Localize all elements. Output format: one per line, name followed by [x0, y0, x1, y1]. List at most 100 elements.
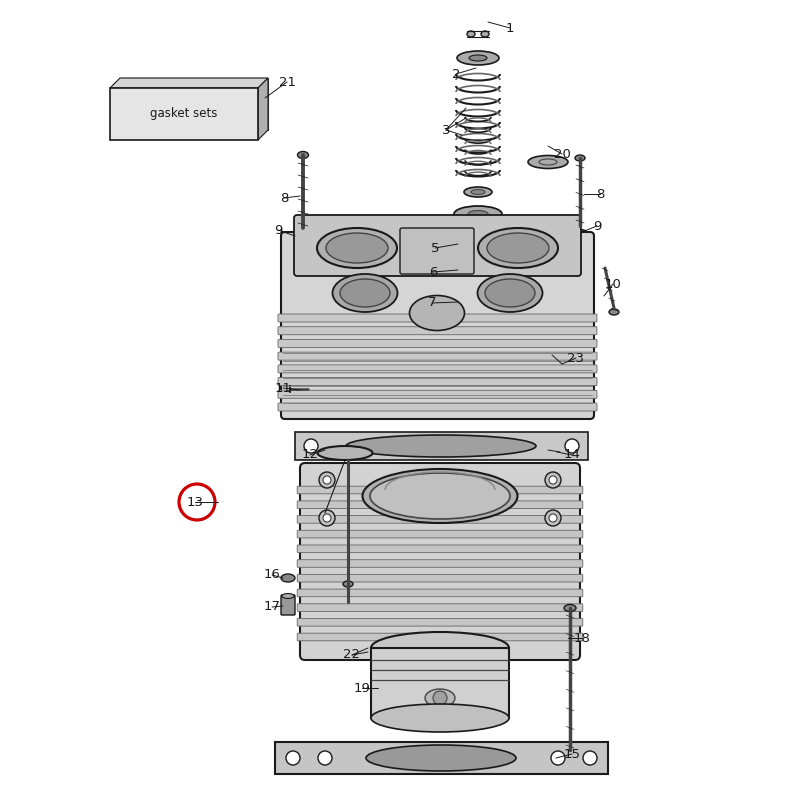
Circle shape [286, 751, 300, 765]
Ellipse shape [371, 704, 509, 732]
FancyBboxPatch shape [278, 365, 597, 373]
Ellipse shape [425, 689, 455, 707]
FancyBboxPatch shape [400, 228, 474, 274]
FancyBboxPatch shape [298, 574, 582, 582]
Ellipse shape [467, 31, 475, 37]
Ellipse shape [478, 228, 558, 268]
Ellipse shape [294, 234, 310, 242]
Ellipse shape [564, 605, 576, 611]
Ellipse shape [317, 228, 397, 268]
FancyBboxPatch shape [294, 215, 581, 276]
Text: 17: 17 [263, 601, 281, 614]
Text: 20: 20 [554, 147, 570, 161]
Ellipse shape [362, 469, 518, 523]
Circle shape [303, 384, 313, 394]
FancyBboxPatch shape [281, 232, 594, 419]
Text: 6: 6 [429, 266, 437, 278]
Text: 22: 22 [343, 649, 361, 662]
FancyBboxPatch shape [298, 589, 582, 597]
Circle shape [318, 751, 332, 765]
FancyBboxPatch shape [278, 339, 597, 347]
Text: 9: 9 [274, 223, 282, 237]
Ellipse shape [471, 190, 485, 194]
FancyBboxPatch shape [472, 229, 484, 318]
Ellipse shape [282, 594, 294, 598]
Circle shape [549, 476, 557, 484]
Ellipse shape [469, 55, 487, 61]
Text: 15: 15 [563, 747, 581, 761]
Ellipse shape [454, 206, 502, 222]
Circle shape [319, 510, 335, 526]
FancyBboxPatch shape [298, 545, 582, 553]
FancyBboxPatch shape [278, 314, 597, 322]
FancyBboxPatch shape [278, 403, 597, 411]
Circle shape [433, 691, 447, 705]
Ellipse shape [371, 632, 509, 664]
Ellipse shape [343, 581, 353, 587]
FancyBboxPatch shape [298, 634, 582, 641]
FancyBboxPatch shape [298, 530, 582, 538]
Bar [295, 432, 588, 460]
FancyBboxPatch shape [298, 486, 582, 494]
Ellipse shape [340, 279, 390, 307]
Ellipse shape [468, 210, 488, 218]
Text: 8: 8 [280, 191, 288, 205]
Ellipse shape [333, 274, 398, 312]
Circle shape [304, 439, 318, 453]
Circle shape [565, 439, 579, 453]
Ellipse shape [457, 51, 499, 65]
FancyBboxPatch shape [278, 352, 597, 360]
Text: 2: 2 [452, 67, 460, 81]
Ellipse shape [473, 227, 483, 233]
Circle shape [319, 472, 335, 488]
FancyBboxPatch shape [278, 326, 597, 334]
FancyBboxPatch shape [300, 463, 580, 660]
FancyBboxPatch shape [298, 560, 582, 567]
Ellipse shape [528, 155, 568, 169]
Ellipse shape [539, 159, 557, 165]
Polygon shape [258, 78, 268, 140]
Text: 18: 18 [574, 631, 590, 645]
FancyBboxPatch shape [298, 618, 582, 626]
Text: 21: 21 [278, 75, 295, 89]
Bar [275, 742, 608, 774]
FancyBboxPatch shape [278, 390, 597, 398]
Circle shape [583, 751, 597, 765]
Ellipse shape [346, 435, 536, 457]
Circle shape [545, 510, 561, 526]
Ellipse shape [318, 446, 373, 460]
Circle shape [549, 514, 557, 522]
Text: 23: 23 [567, 351, 585, 365]
Text: 9: 9 [593, 219, 601, 233]
Circle shape [323, 514, 331, 522]
Text: 14: 14 [563, 449, 581, 462]
Ellipse shape [573, 230, 587, 238]
Circle shape [323, 476, 331, 484]
FancyBboxPatch shape [281, 595, 295, 615]
Text: 13: 13 [186, 495, 203, 509]
Ellipse shape [370, 473, 510, 519]
Text: 5: 5 [430, 242, 439, 254]
Ellipse shape [464, 187, 492, 197]
Ellipse shape [609, 309, 619, 315]
FancyBboxPatch shape [298, 501, 582, 509]
Bar [120, 78, 268, 130]
Bar [110, 88, 258, 140]
Ellipse shape [366, 745, 516, 771]
Ellipse shape [410, 295, 465, 330]
Text: 8: 8 [596, 187, 604, 201]
Text: 12: 12 [302, 449, 318, 462]
Text: 7: 7 [428, 297, 436, 310]
FancyBboxPatch shape [278, 378, 597, 386]
Ellipse shape [487, 233, 549, 263]
FancyBboxPatch shape [298, 516, 582, 523]
Bar [371, 648, 509, 718]
Text: 19: 19 [354, 682, 370, 694]
Text: 1: 1 [506, 22, 514, 34]
Ellipse shape [478, 274, 542, 312]
Ellipse shape [481, 31, 489, 37]
Text: gasket sets: gasket sets [150, 107, 218, 121]
Ellipse shape [298, 151, 309, 158]
Ellipse shape [326, 233, 388, 263]
Text: 3: 3 [442, 123, 450, 137]
